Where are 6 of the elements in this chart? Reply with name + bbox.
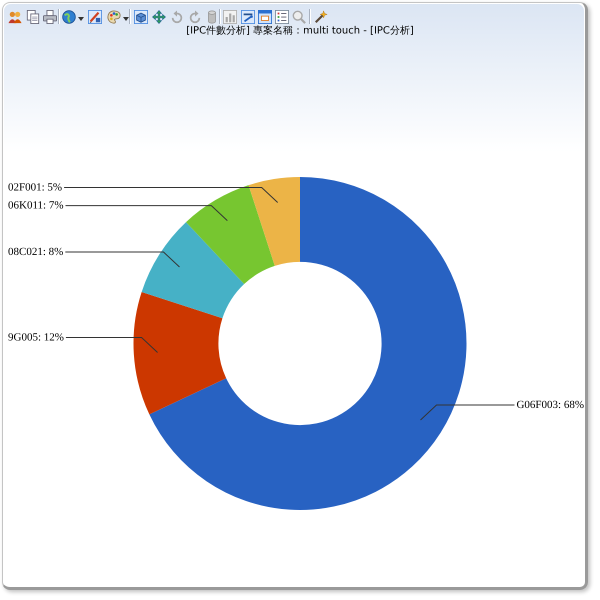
- slice-label: G06F003: 68%: [516, 398, 584, 411]
- slice-label: 08C021: 8%: [8, 246, 64, 258]
- slice-label: 9G005: 12%: [8, 331, 64, 344]
- chart-title: [IPC件數分析] 專案名稱：multi touch - [IPC分析]: [186, 24, 414, 37]
- slice-label: 02F001: 5%: [8, 181, 62, 194]
- slice-label: 06K011: 7%: [8, 200, 64, 212]
